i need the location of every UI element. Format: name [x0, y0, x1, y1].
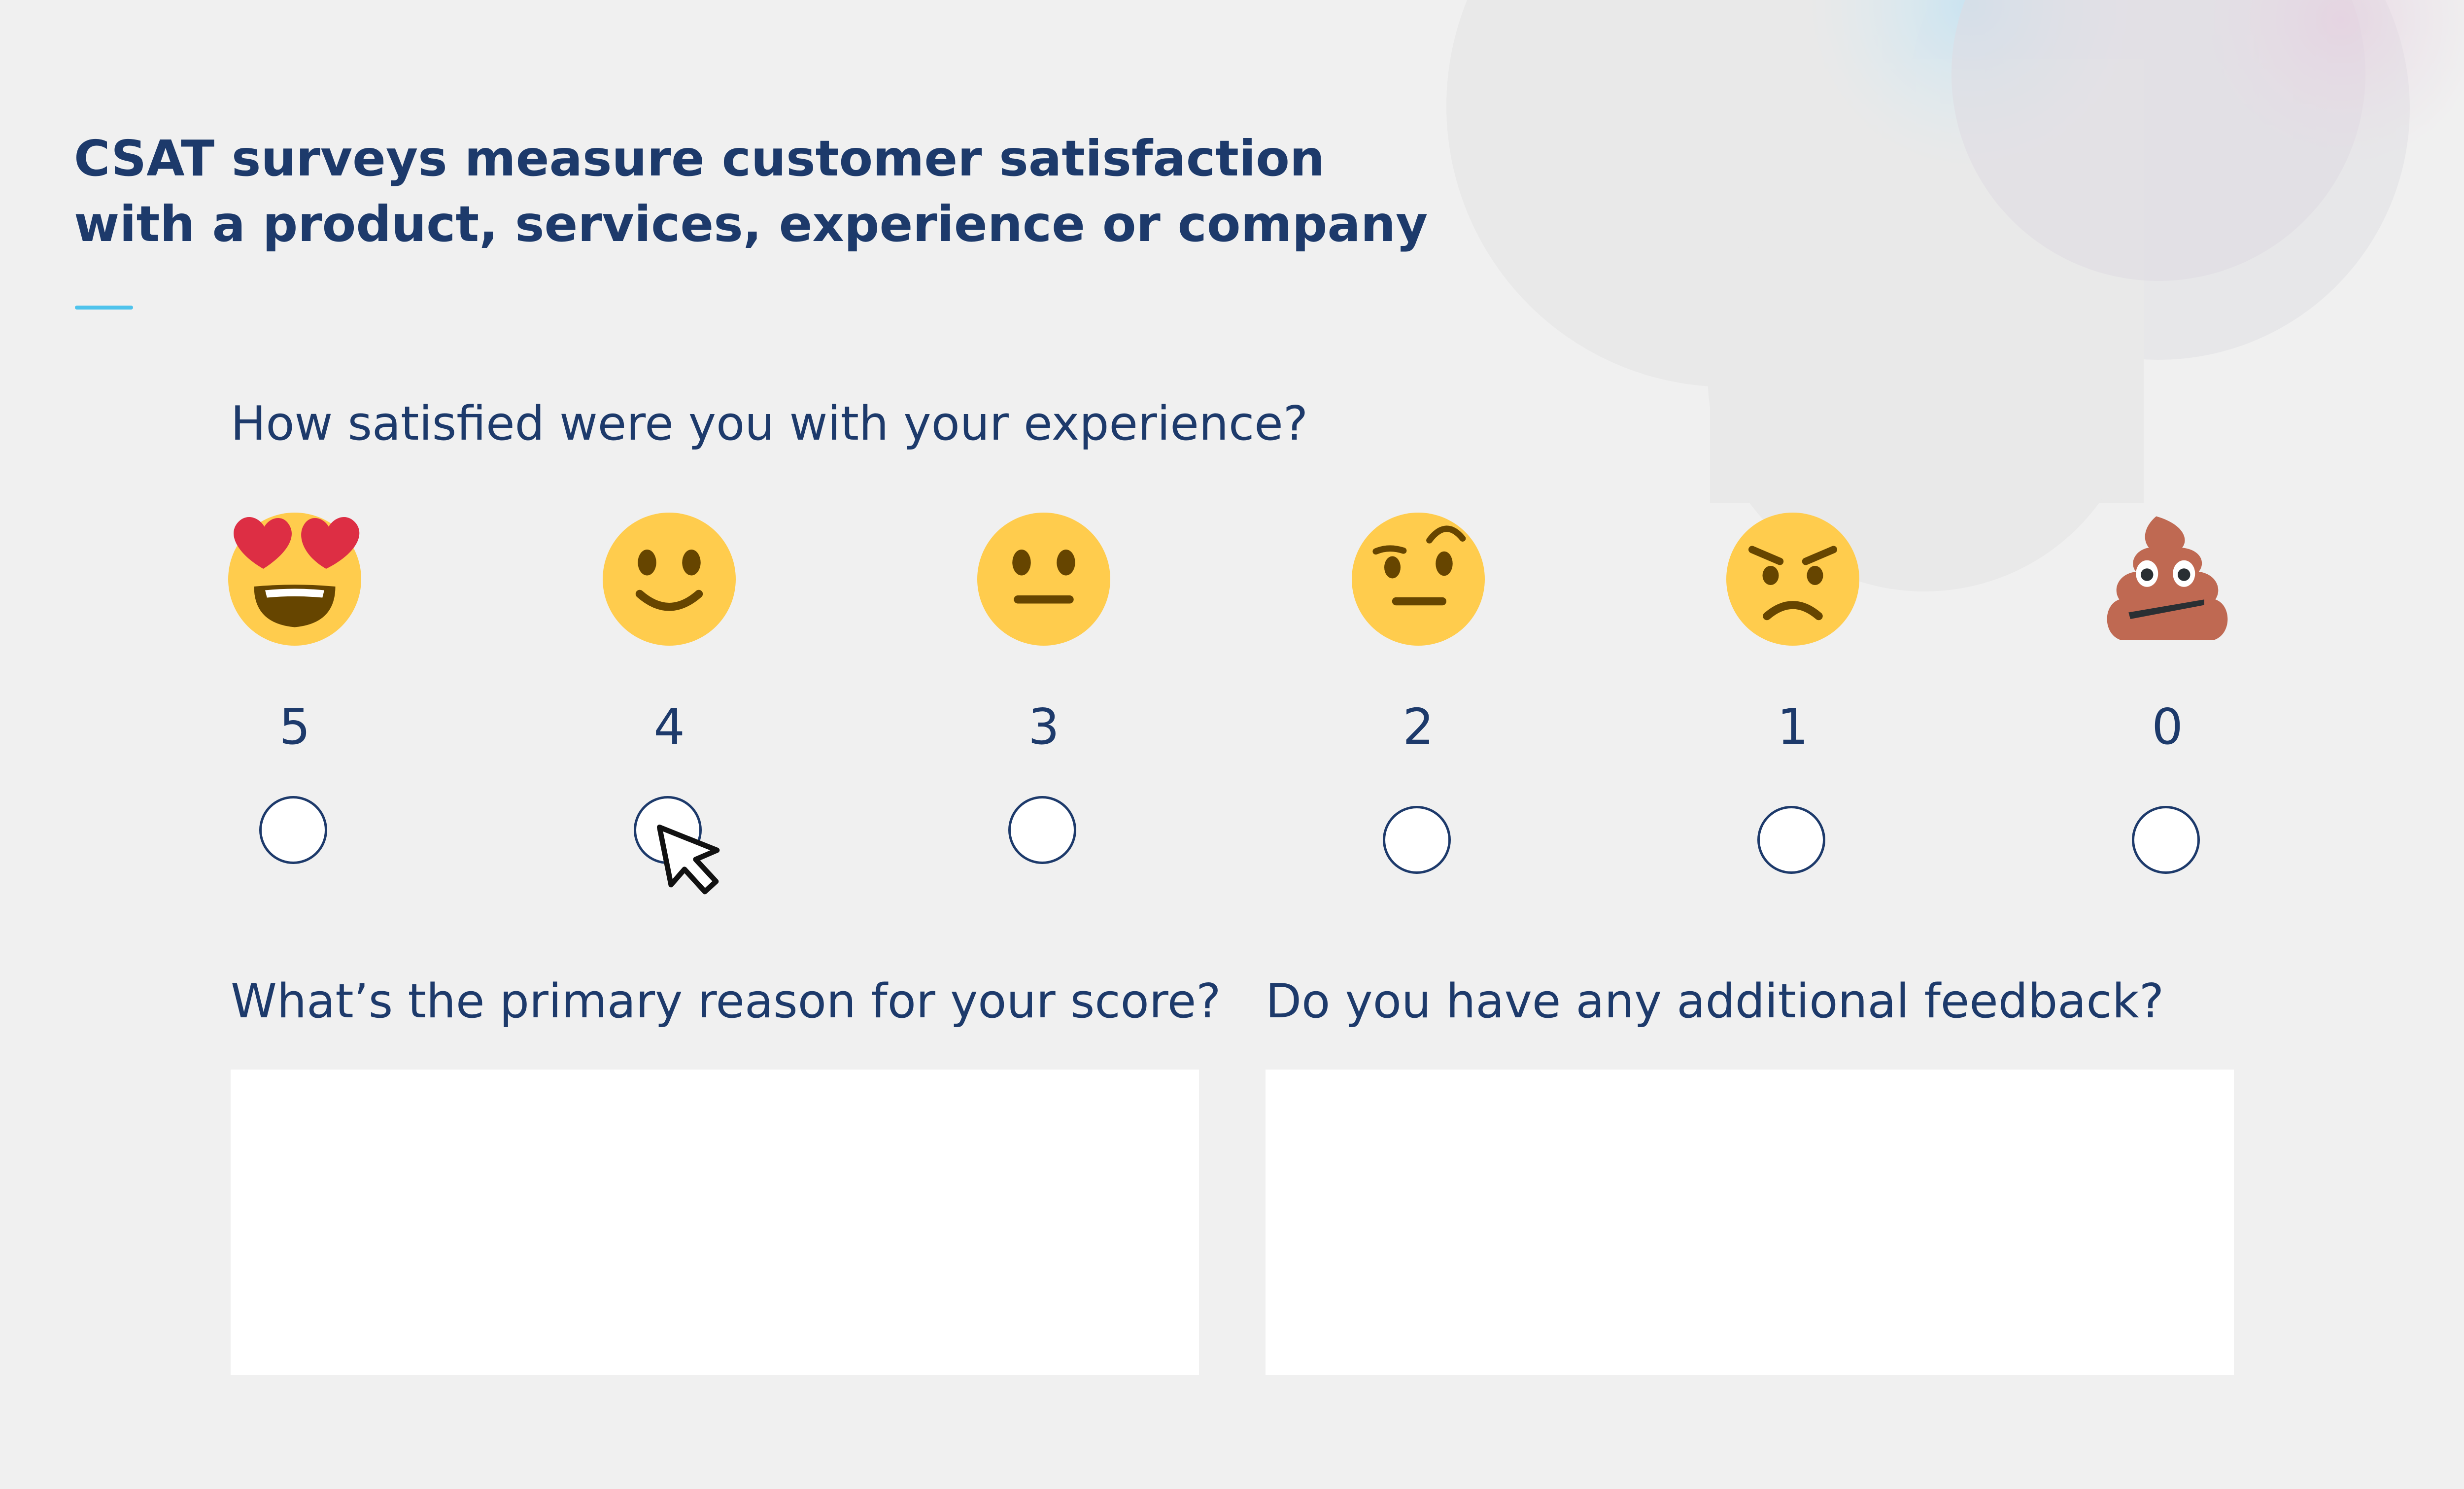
reason-question: What’s the primary reason for your score… [231, 974, 1221, 1029]
headline-line-2: with a product, services, experience or … [74, 195, 1428, 253]
rating-option-5[interactable]: 5 [221, 513, 369, 887]
rating-option-1[interactable]: 1 [1719, 513, 1867, 887]
score-label: 1 [1777, 698, 1809, 756]
radio-button[interactable] [2132, 806, 2200, 874]
radio-button[interactable] [1757, 806, 1825, 874]
neutral-face-icon [977, 513, 1110, 646]
satisfaction-question: How satisfied were you with your experie… [231, 397, 1308, 451]
radio-button[interactable] [634, 796, 702, 864]
accent-divider [75, 306, 133, 310]
radio-button[interactable] [1008, 796, 1076, 864]
score-label: 5 [279, 698, 310, 756]
radio-button[interactable] [259, 796, 327, 864]
score-label: 4 [653, 698, 685, 756]
score-label: 3 [1028, 698, 1060, 756]
rating-option-3[interactable]: 3 [970, 513, 1118, 887]
heart-eyes-face-icon [228, 513, 361, 646]
page-headline: CSAT surveys measure customer satisfacti… [74, 126, 1428, 257]
headline-line-1: CSAT surveys measure customer satisfacti… [74, 130, 1325, 187]
reason-textarea[interactable] [231, 1070, 1199, 1375]
feedback-question: Do you have any additional feedback? [1266, 974, 2164, 1029]
rating-option-2[interactable]: 2 [1344, 513, 1492, 887]
rating-option-0[interactable]: 0 [2093, 513, 2241, 887]
score-label: 0 [2152, 698, 2183, 756]
radio-button[interactable] [1383, 806, 1451, 874]
feedback-textarea[interactable] [1266, 1070, 2234, 1375]
rating-option-4[interactable]: 4 [595, 513, 743, 887]
pile-of-poo-icon [2107, 516, 2228, 640]
score-label: 2 [1403, 698, 1434, 756]
slightly-smiling-face-icon [603, 513, 736, 646]
angry-face-icon [1726, 513, 1859, 646]
raised-eyebrow-face-icon [1352, 513, 1485, 646]
